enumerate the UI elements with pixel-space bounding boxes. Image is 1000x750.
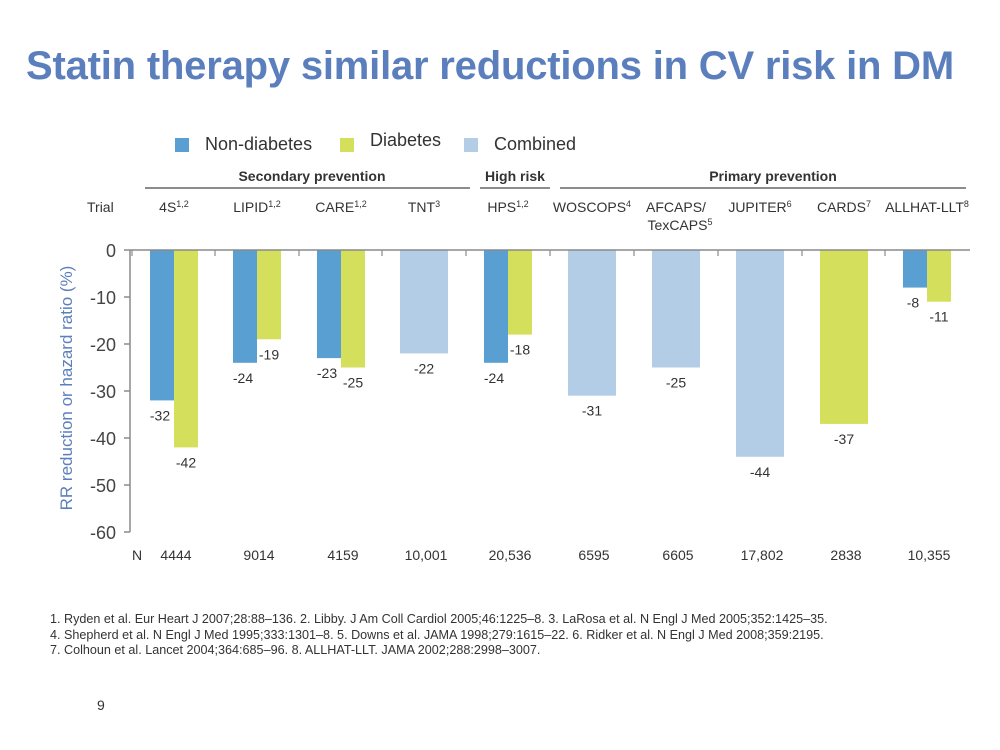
- data-label: -18: [510, 342, 530, 358]
- category-labels: 4S1,2 4444 LIPID1,2 9014 CARE1,2 4159 TNT3 10,0…: [159, 199, 969, 563]
- y-tick-label: -60: [90, 523, 116, 543]
- data-label: -25: [343, 375, 363, 391]
- reference-line: 4. Shepherd et al. N Engl J Med 1995;333…: [50, 627, 824, 642]
- bar-combined: [568, 250, 616, 396]
- bar-diabetes: [927, 250, 951, 302]
- bar-non-diabetes: [233, 250, 257, 363]
- reference-line: 1. Ryden et al. Eur Heart J 2007;28:88–1…: [50, 612, 828, 626]
- y-tick-labels: 0 -10 -20 -30 -40 -50 -60: [90, 241, 130, 543]
- data-label: -19: [259, 346, 279, 362]
- y-tick-label: -40: [90, 429, 116, 449]
- legend-item-diabetes: Diabetes: [340, 128, 441, 152]
- data-label: -25: [666, 375, 686, 391]
- legend-item-non-diabetes: Non-diabetes: [175, 134, 312, 155]
- bar-non-diabetes: [317, 250, 341, 359]
- n-value: 9014: [243, 547, 274, 563]
- bar-diabetes: [174, 250, 198, 448]
- bars: -32 -42 -24 -19 -23 -25 -22 -24 -18 -31 -25 -44 -37 -…: [131, 250, 951, 480]
- bar-non-diabetes: [484, 250, 508, 363]
- legend-label-diabetes: Diabetes: [370, 129, 442, 150]
- trial-name: LIPID1,2: [233, 199, 281, 215]
- references: 1. Ryden et al. Eur Heart J 2007;28:88–1…: [50, 612, 828, 659]
- data-label: -31: [582, 403, 602, 419]
- n-value: 4159: [327, 547, 358, 563]
- n-value: 2838: [830, 547, 861, 563]
- data-label: -32: [150, 407, 170, 423]
- trial-name-line2: TexCAPS5: [648, 217, 713, 233]
- trial-name: CARE1,2: [315, 199, 366, 215]
- trial-name: TNT3: [408, 199, 440, 215]
- trial-name: HPS1,2: [487, 199, 528, 215]
- n-value: 20,536: [489, 547, 532, 563]
- data-label: -8: [907, 295, 920, 311]
- bar-diabetes: [820, 250, 868, 424]
- y-tick-label: -30: [90, 382, 116, 402]
- bar-chart: Secondary prevention High risk Primary p…: [57, 168, 970, 563]
- data-label: -44: [750, 464, 770, 480]
- legend-swatch-non-diabetes: [175, 137, 189, 152]
- legend-label-non-diabetes: Non-diabetes: [205, 134, 313, 154]
- reference-line: 7. Colhoun et al. Lancet 2004;364:685–96…: [50, 643, 541, 657]
- n-value: 4444: [160, 547, 191, 563]
- legend-item-combined: Combined: [464, 134, 576, 155]
- trial-name: CARDS7: [817, 199, 871, 215]
- y-axis-label: RR reduction or hazard ratio (%): [57, 266, 76, 511]
- bar-diabetes: [508, 250, 532, 335]
- slide-title: Statin therapy similar reductions in CV …: [26, 44, 954, 88]
- group-label-primary: Primary prevention: [709, 168, 837, 184]
- y-tick-label: 0: [106, 241, 116, 261]
- legend-label-combined: Combined: [494, 134, 577, 154]
- y-tick-label: -20: [90, 335, 116, 355]
- y-tick-label: -50: [90, 476, 116, 496]
- data-label: -37: [834, 431, 854, 447]
- data-label: -11: [929, 309, 948, 325]
- page-number: 9: [97, 697, 105, 713]
- group-label-secondary: Secondary prevention: [238, 168, 385, 184]
- chart-legend: Non-diabetes Diabetes Combined: [0, 128, 1000, 158]
- n-row-label: N: [132, 547, 142, 563]
- bar-non-diabetes: [150, 250, 174, 401]
- bar-non-diabetes: [903, 250, 927, 288]
- bar-combined: [652, 250, 700, 368]
- n-value: 10,001: [405, 547, 448, 563]
- bar-diabetes: [341, 250, 365, 368]
- data-label: -22: [414, 360, 434, 376]
- n-value: 10,355: [908, 547, 951, 563]
- group-label-high-risk: High risk: [485, 168, 545, 184]
- trial-row-label: Trial: [87, 199, 114, 215]
- trial-name: WOSCOPS4: [553, 199, 631, 215]
- data-label: -24: [484, 370, 504, 386]
- y-tick-label: -10: [90, 288, 116, 308]
- data-label: -42: [176, 454, 196, 470]
- data-label: -23: [317, 365, 337, 381]
- n-value: 6595: [578, 547, 609, 563]
- trial-name: 4S1,2: [159, 199, 189, 215]
- legend-swatch-diabetes: [340, 138, 354, 152]
- trial-name: ALLHAT-LLT8: [885, 199, 969, 215]
- bar-diabetes: [257, 250, 281, 340]
- trial-name: JUPITER6: [728, 199, 791, 215]
- data-label: -24: [233, 370, 253, 386]
- n-value: 17,802: [741, 547, 784, 563]
- n-value: 6605: [662, 547, 693, 563]
- trial-name: AFCAPS/: [646, 199, 706, 215]
- legend-swatch-combined: [464, 137, 478, 152]
- bar-combined: [400, 250, 448, 354]
- bar-combined: [736, 250, 784, 457]
